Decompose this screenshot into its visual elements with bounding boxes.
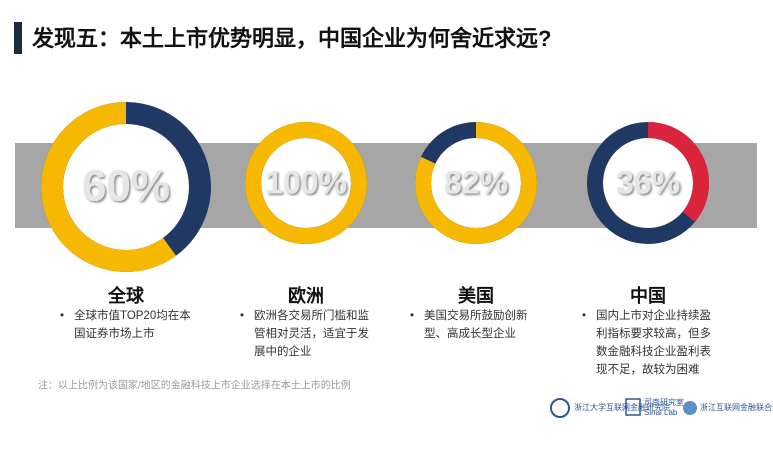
page-title: 发现五：本土上市优势明显，中国企业为何舍近求远?	[31, 26, 551, 51]
bullet-text: 国内上市对企业持续盈利指标要求较高，但多数金融科技企业盈利表现不足，故较为困难	[582, 307, 714, 379]
bullet-text: 欧洲各交易所门槛和监管相对灵活，适宜于发展中的企业	[240, 307, 372, 361]
value-label: 60%	[82, 162, 170, 211]
logo-icon	[550, 398, 570, 418]
donut-arc	[415, 122, 537, 244]
title-bar	[14, 22, 22, 54]
bullet-text: 全球市值TOP20均在本国证券市场上市	[60, 307, 192, 343]
value-label: 82%	[444, 164, 508, 200]
bullet-text: 美国交易所鼓励创新型、高成长型企业	[410, 307, 542, 343]
value-label: 36%	[616, 164, 680, 200]
logo-text: 浙江互联网金融联合会	[700, 402, 773, 412]
donut-arc	[41, 102, 211, 272]
logo-text: Sinai Lab	[644, 408, 678, 417]
inner-disc	[261, 138, 351, 228]
inner-disc	[63, 124, 189, 250]
logo-icon	[683, 401, 697, 415]
donut-arc	[245, 122, 367, 244]
logo-text: 司南研究室	[644, 397, 684, 407]
inner-disc	[603, 138, 693, 228]
category-title: 美国	[458, 286, 494, 306]
category-title: 中国	[630, 286, 666, 306]
logo-icon	[625, 398, 641, 416]
category-title: 全球	[108, 286, 144, 306]
inner-disc	[431, 138, 521, 228]
value-label: 100%	[265, 164, 347, 200]
donut-arc	[587, 122, 709, 244]
note: 注：以上比例为该国家/地区的金融科技上市企业选择在本土上市的比例	[38, 379, 351, 392]
category-title: 欧洲	[288, 286, 324, 306]
logo-text: 浙江大学互联网金融研究院	[574, 402, 670, 412]
